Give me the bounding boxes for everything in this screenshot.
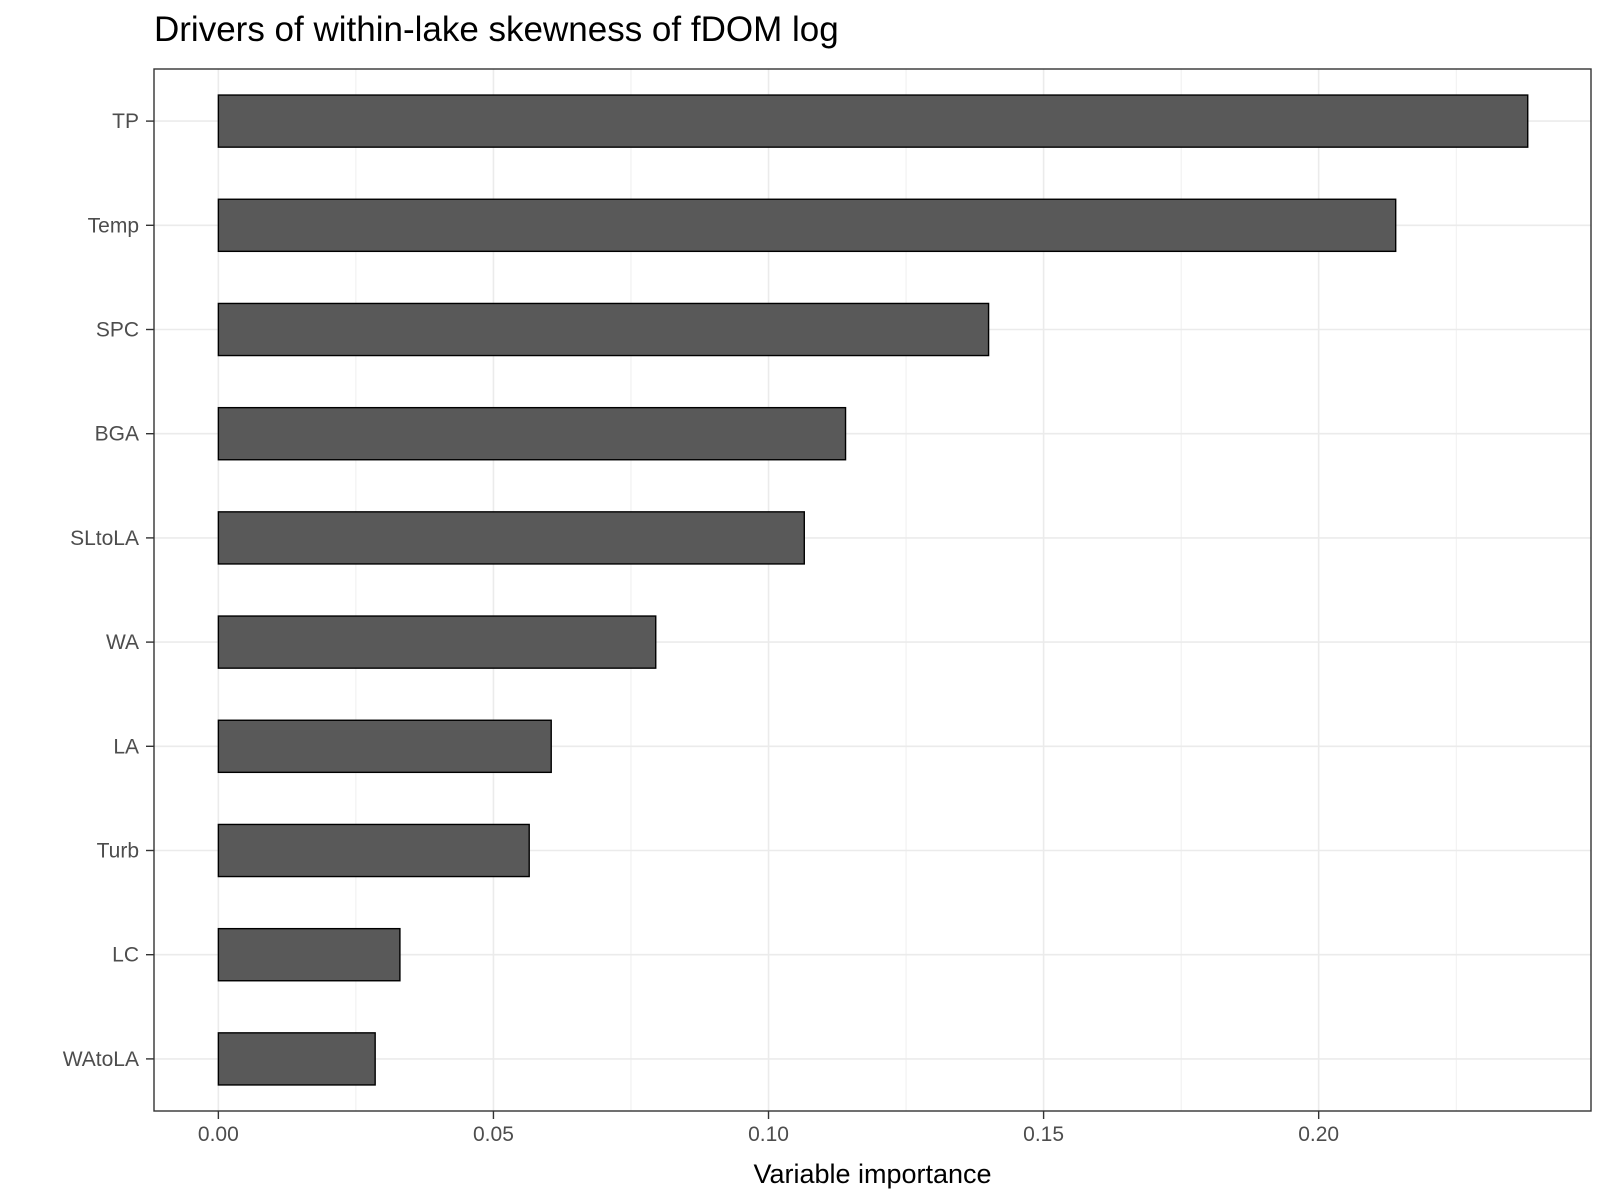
y-tick-label: Temp bbox=[88, 214, 139, 237]
bar-la bbox=[217, 719, 552, 774]
bar-temp bbox=[217, 198, 1397, 253]
bar-bga bbox=[217, 406, 847, 461]
y-tick-label: LA bbox=[113, 735, 139, 758]
y-tick-label: Turb bbox=[97, 840, 139, 863]
bar-wa bbox=[217, 615, 657, 669]
x-tick-label: 0.00 bbox=[198, 1123, 239, 1146]
bar-lc bbox=[217, 927, 401, 982]
x-tick-label: 0.10 bbox=[748, 1123, 789, 1146]
bar-watola bbox=[217, 1032, 376, 1086]
y-tick-label: SPC bbox=[96, 319, 139, 342]
x-axis-title: Variable importance bbox=[753, 1159, 991, 1189]
y-tick-label: BGA bbox=[95, 423, 139, 446]
y-tick-label: SLtoLA bbox=[70, 527, 139, 550]
y-axis: TP Temp SPC BGA SLtoLA WA LA Turb LC WAtoLA bbox=[63, 110, 154, 1071]
y-tick-label: WA bbox=[106, 631, 139, 654]
y-tick-label: LC bbox=[112, 944, 139, 967]
chart-title: Drivers of within-lake skewness of fDOM … bbox=[154, 10, 839, 49]
panel-border bbox=[153, 68, 1592, 1112]
bar-turb bbox=[217, 823, 530, 878]
x-tick-label: 0.20 bbox=[1298, 1123, 1339, 1146]
bar-sltola bbox=[217, 511, 805, 565]
bar-spc bbox=[217, 302, 990, 357]
y-tick-label: TP bbox=[112, 110, 139, 133]
x-axis: 0.00 0.05 0.10 0.15 0.20 bbox=[198, 1111, 1339, 1146]
bars bbox=[217, 94, 1529, 1086]
x-tick-label: 0.15 bbox=[1023, 1123, 1064, 1146]
y-tick-label: WAtoLA bbox=[63, 1048, 139, 1071]
x-tick-label: 0.05 bbox=[473, 1123, 514, 1146]
bar-tp bbox=[217, 94, 1529, 148]
